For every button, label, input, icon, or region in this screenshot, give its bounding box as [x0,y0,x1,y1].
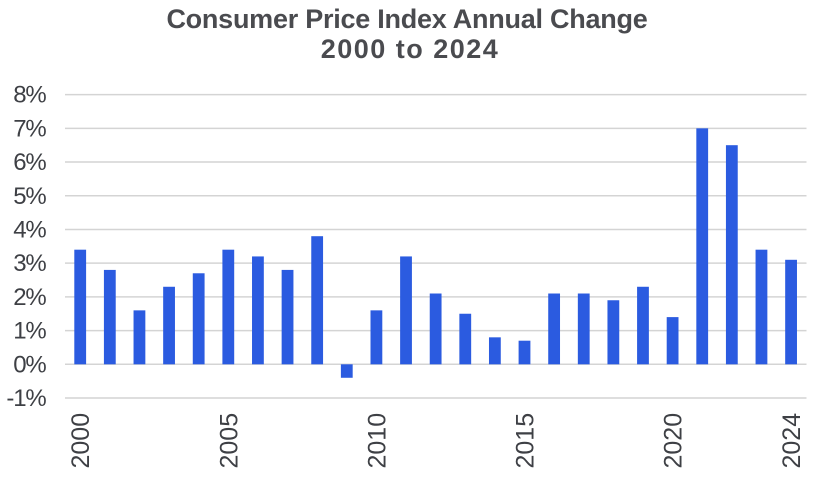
svg-text:2000: 2000 [67,413,95,469]
svg-text:5%: 5% [13,183,46,210]
svg-text:4%: 4% [13,216,46,243]
svg-text:8%: 8% [13,82,46,109]
svg-text:0%: 0% [13,351,46,378]
svg-text:7%: 7% [13,115,46,142]
svg-text:2020: 2020 [660,413,688,469]
svg-text:2000 to 2024: 2000 to 2024 [321,34,500,64]
svg-text:1%: 1% [13,318,46,345]
svg-text:2024: 2024 [778,413,806,469]
svg-text:2015: 2015 [512,413,540,469]
svg-text:Consumer Price Index Annual Ch: Consumer Price Index Annual Change [166,4,647,34]
svg-text:6%: 6% [13,149,46,176]
svg-text:2010: 2010 [363,413,391,469]
svg-text:2%: 2% [13,284,46,311]
svg-text:-1%: -1% [6,385,46,412]
svg-text:2005: 2005 [215,413,243,469]
svg-text:3%: 3% [13,250,46,277]
